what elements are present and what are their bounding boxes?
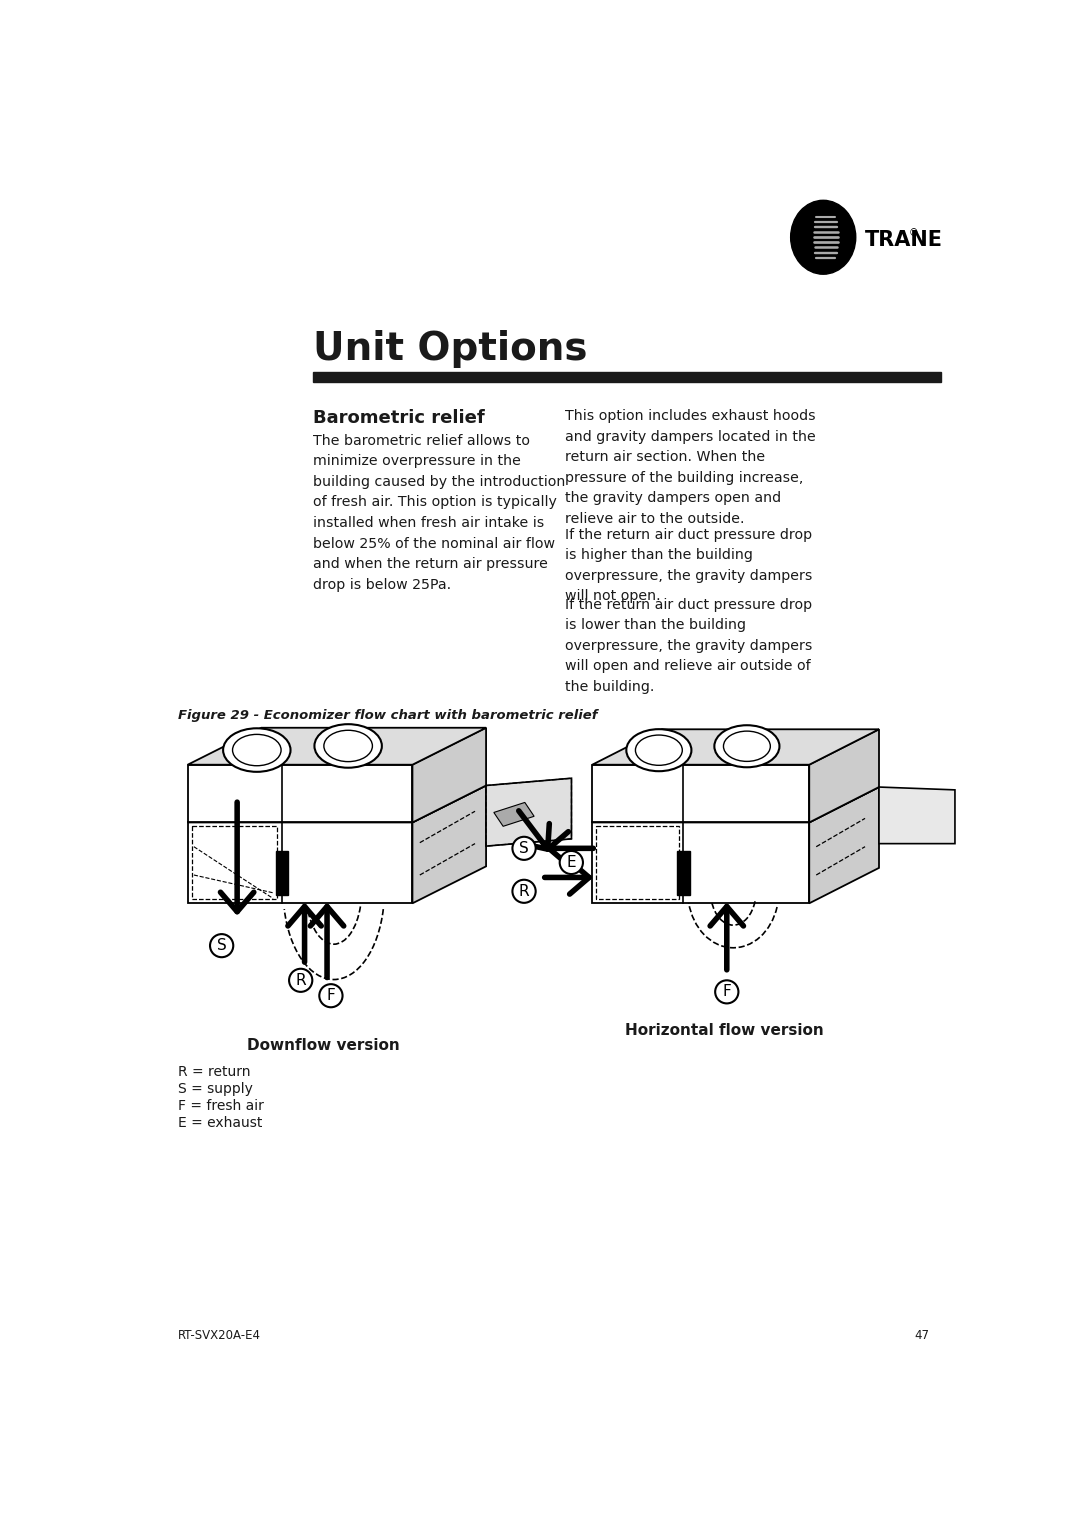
Bar [188, 822, 413, 903]
Text: Figure 29 - Economizer flow chart with barometric relief: Figure 29 - Economizer flow chart with b… [177, 709, 597, 723]
Polygon shape [809, 787, 879, 903]
Ellipse shape [715, 981, 739, 1004]
Ellipse shape [724, 730, 770, 761]
Text: This option includes exhaust hoods
and gravity dampers located in the
return air: This option includes exhaust hoods and g… [565, 410, 815, 526]
Text: ®: ® [908, 228, 918, 238]
Text: E = exhaust: E = exhaust [177, 1115, 262, 1129]
Text: S: S [519, 840, 529, 856]
Polygon shape [879, 787, 955, 843]
Text: F: F [326, 989, 335, 1004]
Ellipse shape [224, 729, 291, 772]
Text: E: E [567, 856, 576, 869]
Polygon shape [413, 785, 486, 903]
Text: F = fresh air: F = fresh air [177, 1099, 264, 1112]
Bar [592, 822, 809, 903]
Ellipse shape [512, 880, 536, 903]
Ellipse shape [559, 851, 583, 874]
Ellipse shape [791, 200, 855, 274]
Text: Unit Options: Unit Options [313, 330, 588, 368]
Ellipse shape [232, 735, 281, 766]
Ellipse shape [210, 934, 233, 957]
Ellipse shape [324, 730, 373, 761]
Polygon shape [592, 729, 879, 764]
Bar [191, 827, 276, 900]
Bar [592, 764, 809, 822]
Text: Barometric relief: Barometric relief [313, 410, 485, 426]
Text: The barometric relief allows to
minimize overpressure in the
building caused by : The barometric relief allows to minimize… [313, 434, 566, 591]
Polygon shape [188, 785, 486, 822]
Polygon shape [809, 729, 879, 822]
Bar [275, 851, 288, 895]
Text: S = supply: S = supply [177, 1082, 253, 1096]
Polygon shape [188, 727, 486, 764]
Text: If the return air duct pressure drop
is higher than the building
overpressure, t: If the return air duct pressure drop is … [565, 527, 812, 604]
Ellipse shape [714, 726, 780, 767]
Text: R: R [518, 883, 529, 898]
Ellipse shape [626, 729, 691, 772]
Bar [313, 371, 941, 382]
Text: Horizontal flow version: Horizontal flow version [624, 1022, 823, 1038]
Polygon shape [413, 727, 486, 822]
Text: R: R [296, 973, 306, 987]
Polygon shape [486, 778, 571, 847]
Polygon shape [592, 787, 879, 822]
Text: 47: 47 [915, 1329, 930, 1342]
Text: If the return air duct pressure drop
is lower than the building
overpressure, th: If the return air duct pressure drop is … [565, 597, 812, 694]
Text: RT-SVX20A-E4: RT-SVX20A-E4 [177, 1329, 260, 1342]
Polygon shape [494, 802, 535, 827]
Bar [596, 827, 678, 900]
Bar [188, 764, 413, 822]
Text: Downflow version: Downflow version [247, 1038, 400, 1053]
Ellipse shape [314, 724, 382, 767]
Bar [677, 851, 690, 895]
Text: F: F [723, 984, 731, 999]
Ellipse shape [512, 837, 536, 860]
Ellipse shape [289, 969, 312, 992]
Ellipse shape [635, 735, 683, 766]
Ellipse shape [320, 984, 342, 1007]
Text: S: S [217, 938, 227, 953]
Text: TRANE: TRANE [865, 231, 943, 251]
Text: R = return: R = return [177, 1065, 251, 1079]
